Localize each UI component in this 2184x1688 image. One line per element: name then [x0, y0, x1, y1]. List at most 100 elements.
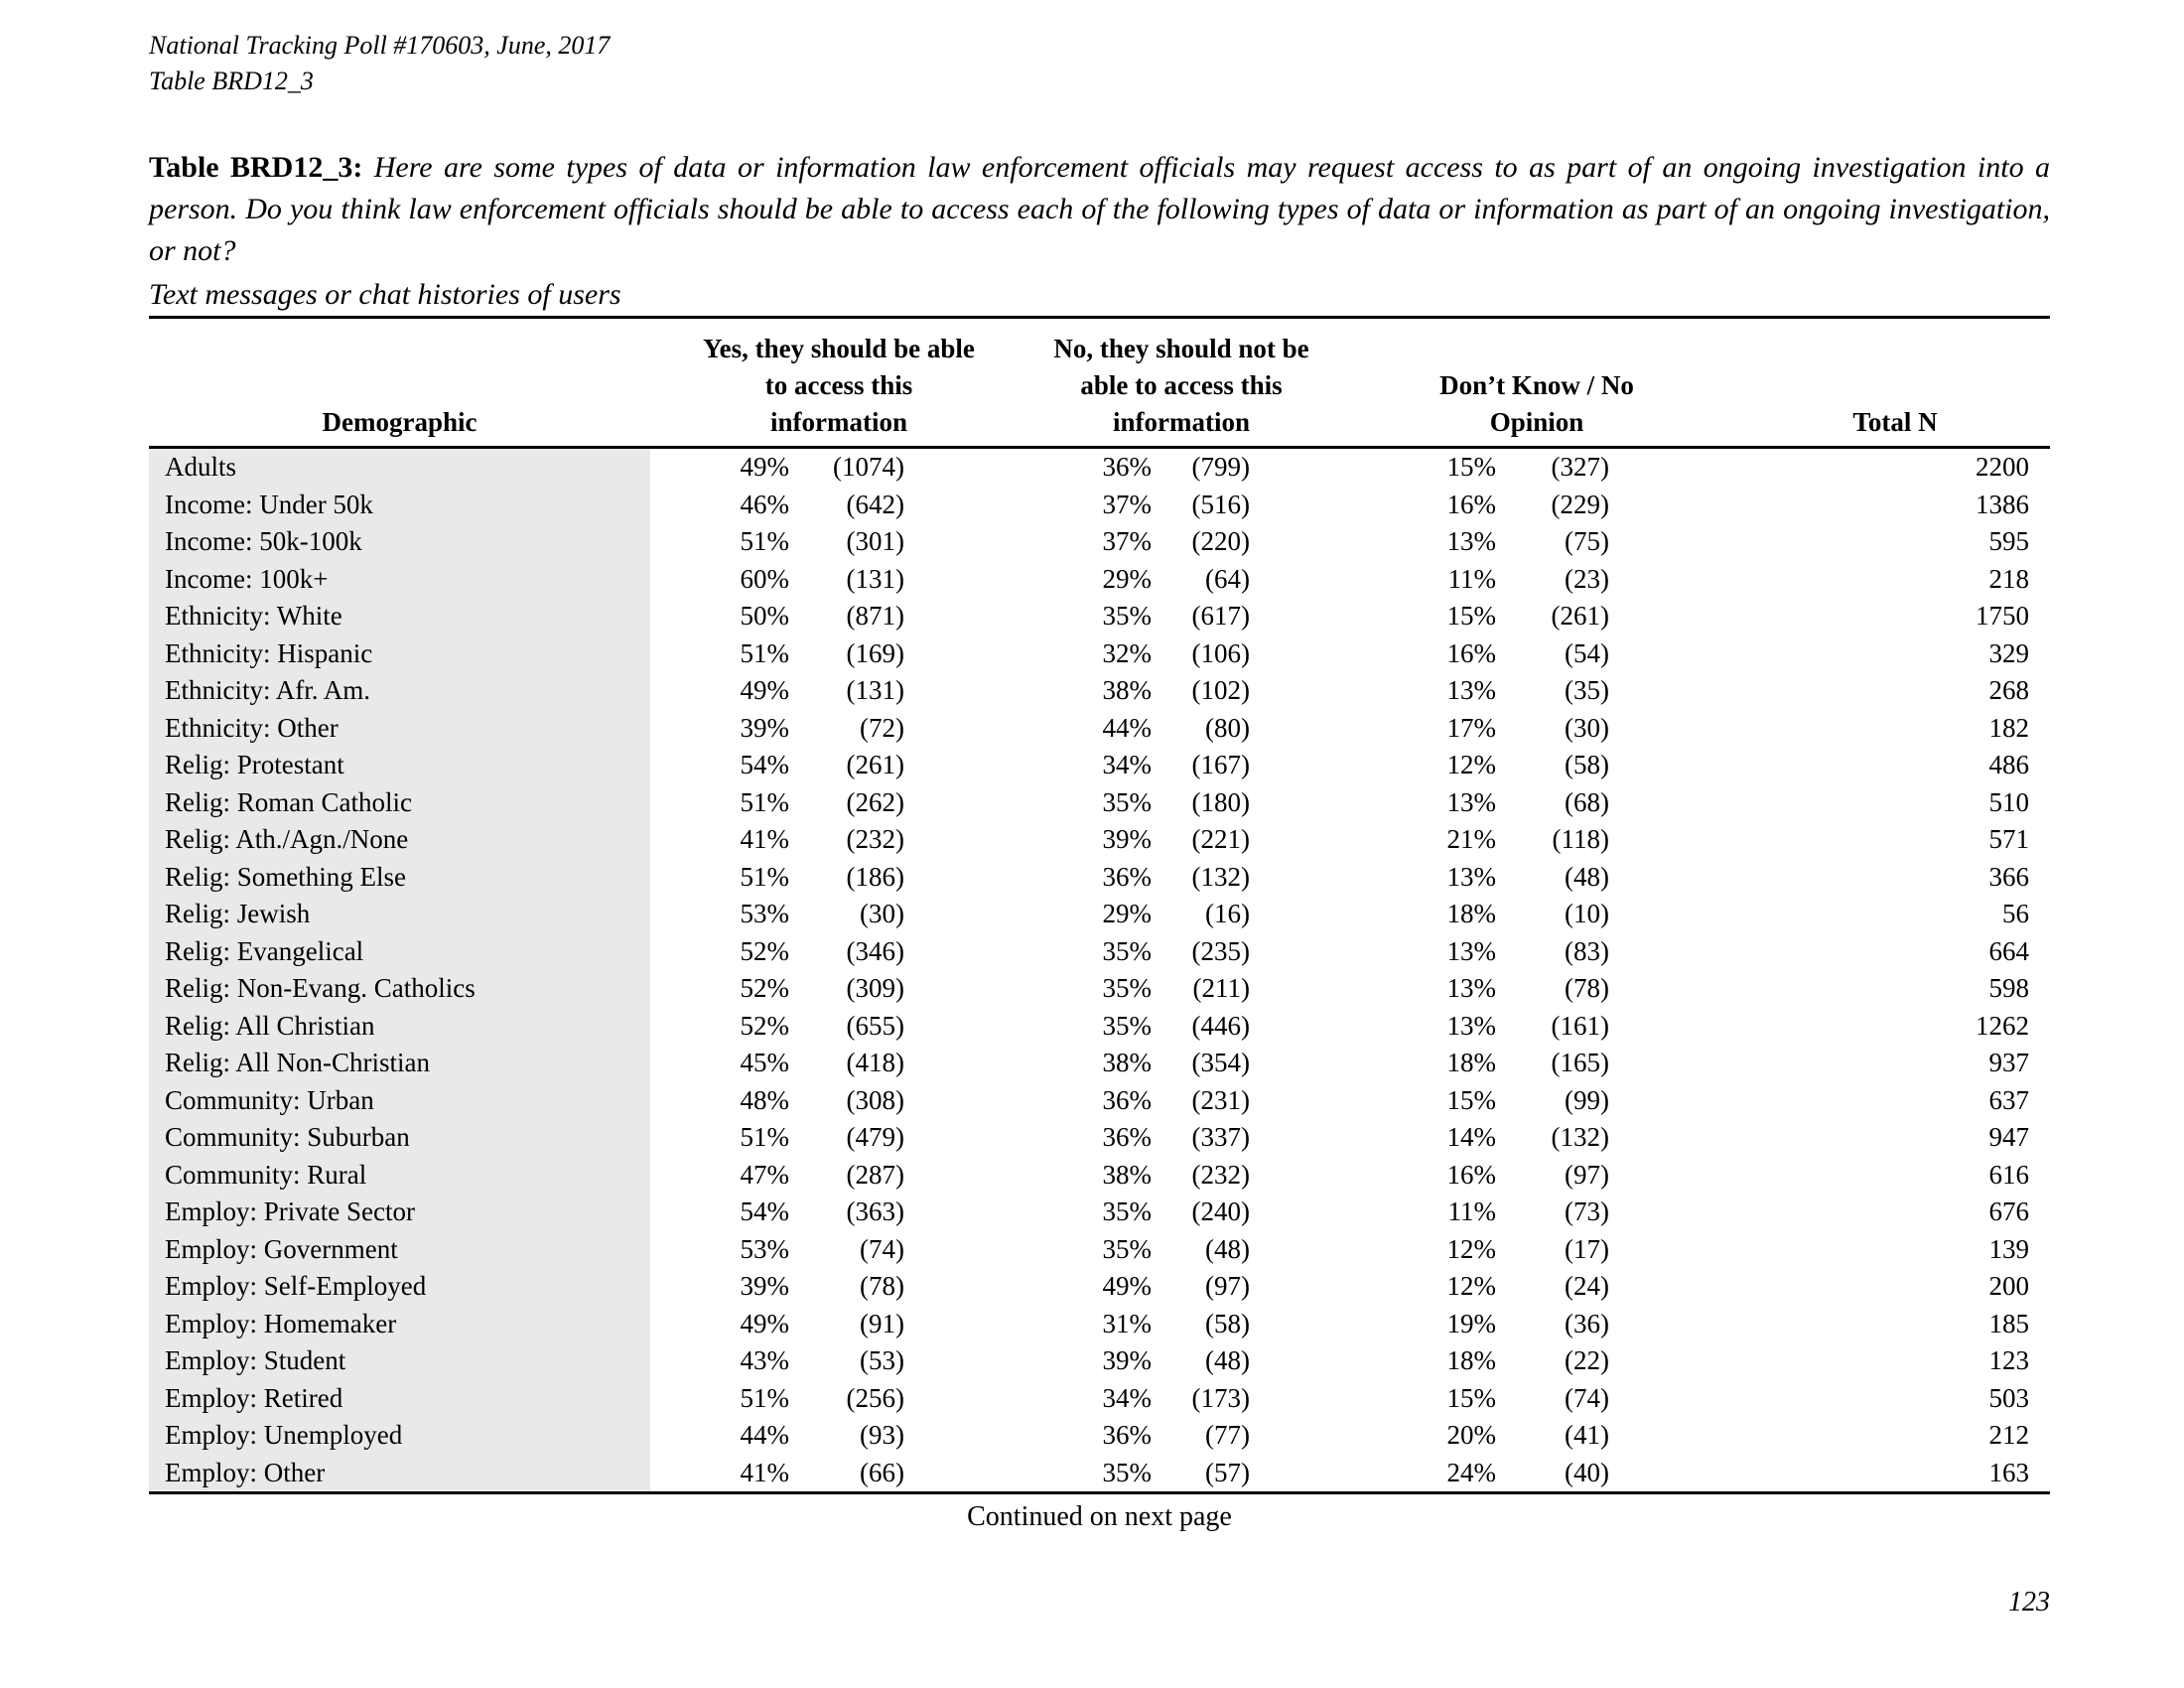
table-row: Employ: Other 41% (66) 35% (57) 24% (40)… [149, 1454, 2050, 1491]
dk-percent-cell: 13% [1446, 526, 1497, 557]
dk-count-cell: (17) [1565, 1233, 1609, 1264]
demographic-cell: Relig: Ath./Agn./None [149, 821, 650, 859]
no-percent-cell: 36% [1102, 861, 1153, 892]
col-header-yes: Yes, they should be able to access this … [703, 334, 975, 437]
demographic-cell: Employ: Other [149, 1454, 650, 1491]
yes-count-cell: (53) [860, 1345, 904, 1376]
total-n-cell: 329 [1988, 637, 2030, 668]
demographic-cell: Relig: Non-Evang. Catholics [149, 970, 650, 1008]
dk-percent-cell: 13% [1446, 1010, 1497, 1041]
demographic-cell: Ethnicity: Afr. Am. [149, 672, 650, 710]
dk-percent-cell: 16% [1446, 1159, 1497, 1190]
table-row: Relig: All Non-Christian 45% (418) 38% (… [149, 1045, 2050, 1082]
no-percent-cell: 35% [1102, 973, 1153, 1004]
dk-percent-cell: 15% [1446, 452, 1497, 483]
no-percent-cell: 35% [1102, 1233, 1153, 1264]
demographic-cell: Ethnicity: White [149, 598, 650, 635]
no-percent-cell: 35% [1102, 1457, 1153, 1487]
no-percent-cell: 35% [1102, 1010, 1153, 1041]
dk-percent-cell: 12% [1446, 750, 1497, 780]
yes-percent-cell: 44% [740, 1420, 790, 1451]
table-row: Income: Under 50k 46% (642) 37% (516) 16… [149, 486, 2050, 523]
no-percent-cell: 34% [1102, 1382, 1153, 1413]
yes-percent-cell: 49% [740, 675, 790, 706]
col-header-total-n: Total N [1852, 407, 1938, 437]
total-n-cell: 503 [1988, 1382, 2030, 1413]
col-header-no: No, they should not be able to access th… [1053, 334, 1309, 437]
no-percent-cell: 49% [1102, 1271, 1153, 1302]
total-n-cell: 947 [1988, 1122, 2030, 1153]
no-percent-cell: 44% [1102, 712, 1153, 743]
no-count-cell: (64) [1205, 563, 1250, 594]
table-row: Relig: Something Else 51% (186) 36% (132… [149, 858, 2050, 896]
dk-count-cell: (30) [1565, 712, 1609, 743]
table-row: Employ: Self-Employed 39% (78) 49% (97) … [149, 1268, 2050, 1306]
yes-percent-cell: 49% [740, 1308, 790, 1338]
total-n-cell: 664 [1988, 935, 2030, 966]
yes-count-cell: (169) [846, 637, 904, 668]
demographic-cell: Employ: Private Sector [149, 1194, 650, 1231]
yes-percent-cell: 41% [740, 1457, 790, 1487]
dk-count-cell: (35) [1565, 675, 1609, 706]
poll-table: Demographic Yes, they should be able to … [149, 316, 2050, 1494]
yes-count-cell: (479) [846, 1122, 904, 1153]
dk-percent-cell: 18% [1446, 899, 1497, 929]
total-n-cell: 510 [1988, 786, 2030, 817]
dk-percent-cell: 13% [1446, 861, 1497, 892]
dk-count-cell: (48) [1565, 861, 1609, 892]
demographic-cell: Community: Rural [149, 1156, 650, 1194]
table-row: Ethnicity: Hispanic 51% (169) 32% (106) … [149, 634, 2050, 672]
table-row: Relig: Non-Evang. Catholics 52% (309) 35… [149, 970, 2050, 1008]
no-count-cell: (167) [1191, 750, 1250, 780]
table-row: Relig: Ath./Agn./None 41% (232) 39% (221… [149, 821, 2050, 859]
no-count-cell: (617) [1191, 601, 1250, 632]
no-percent-cell: 35% [1102, 1196, 1153, 1227]
no-percent-cell: 38% [1102, 1159, 1153, 1190]
yes-percent-cell: 47% [740, 1159, 790, 1190]
yes-count-cell: (1074) [833, 452, 904, 483]
no-count-cell: (337) [1191, 1122, 1250, 1153]
no-count-cell: (132) [1191, 861, 1250, 892]
yes-percent-cell: 48% [740, 1084, 790, 1115]
yes-percent-cell: 39% [740, 1271, 790, 1302]
table-row: Adults 49% (1074) 36% (799) 15% (327) 22… [149, 449, 2050, 487]
caption-subtitle: Text messages or chat histories of users [149, 278, 621, 311]
dk-percent-cell: 20% [1446, 1420, 1497, 1451]
running-header: National Tracking Poll #170603, June, 20… [149, 28, 610, 99]
table-caption: Table BRD12_3: Here are some types of da… [149, 147, 2050, 272]
yes-count-cell: (91) [860, 1308, 904, 1338]
continued-note: Continued on next page [967, 1501, 1232, 1532]
col-header-dont-know: Don’t Know / No Opinion [1439, 370, 1634, 437]
dk-count-cell: (165) [1551, 1048, 1609, 1078]
demographic-cell: Income: 50k-100k [149, 523, 650, 561]
total-n-cell: 123 [1988, 1345, 2030, 1376]
table-row: Income: 50k-100k 51% (301) 37% (220) 13%… [149, 523, 2050, 561]
demographic-cell: Relig: All Non-Christian [149, 1045, 650, 1082]
table-row: Employ: Government 53% (74) 35% (48) 12%… [149, 1230, 2050, 1268]
dk-percent-cell: 14% [1446, 1122, 1497, 1153]
yes-count-cell: (232) [846, 824, 904, 855]
dk-percent-cell: 15% [1446, 1382, 1497, 1413]
caption-label: Table BRD12_3: [149, 151, 363, 184]
total-n-cell: 1262 [1976, 1010, 2029, 1041]
no-percent-cell: 29% [1102, 563, 1153, 594]
total-n-cell: 637 [1988, 1084, 2030, 1115]
dk-percent-cell: 18% [1446, 1345, 1497, 1376]
dk-percent-cell: 13% [1446, 935, 1497, 966]
yes-percent-cell: 39% [740, 712, 790, 743]
dk-count-cell: (54) [1565, 637, 1609, 668]
yes-percent-cell: 52% [740, 935, 790, 966]
dk-percent-cell: 24% [1446, 1457, 1497, 1487]
total-n-cell: 1750 [1976, 601, 2029, 632]
table-row: Employ: Homemaker 49% (91) 31% (58) 19% … [149, 1305, 2050, 1342]
no-count-cell: (102) [1191, 675, 1250, 706]
table-row: Relig: Evangelical 52% (346) 35% (235) 1… [149, 932, 2050, 970]
yes-count-cell: (418) [846, 1048, 904, 1078]
yes-count-cell: (309) [846, 973, 904, 1004]
dk-percent-cell: 12% [1446, 1233, 1497, 1264]
yes-count-cell: (66) [860, 1457, 904, 1487]
dk-percent-cell: 21% [1446, 824, 1497, 855]
dk-count-cell: (132) [1551, 1122, 1609, 1153]
yes-percent-cell: 50% [740, 601, 790, 632]
yes-percent-cell: 45% [740, 1048, 790, 1078]
